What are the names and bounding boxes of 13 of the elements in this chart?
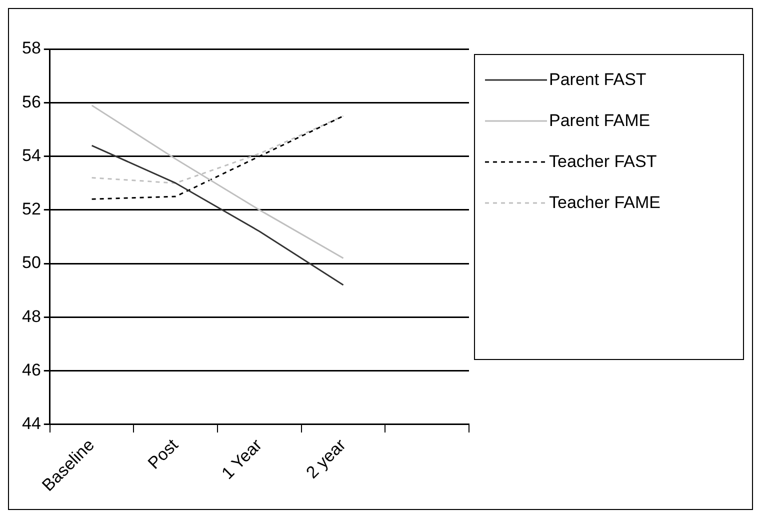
y-tick-label: 48 [22,306,41,326]
x-tick-label: 1 Year [218,435,266,483]
y-tick-label: 54 [22,146,41,165]
y-tick-label: 46 [22,360,41,380]
y-tick-label: 50 [22,253,41,272]
legend-label: Teacher FAME [549,192,662,213]
y-tick-label: 56 [22,92,41,112]
y-tick-label: 58 [22,38,41,58]
legend-label: Parent FAME [549,110,652,131]
legend-label: Teacher FAST [549,151,658,172]
y-tick-label: 52 [22,200,41,219]
y-tick-label: 44 [22,414,41,434]
legend-label: Parent FAST [549,69,648,90]
